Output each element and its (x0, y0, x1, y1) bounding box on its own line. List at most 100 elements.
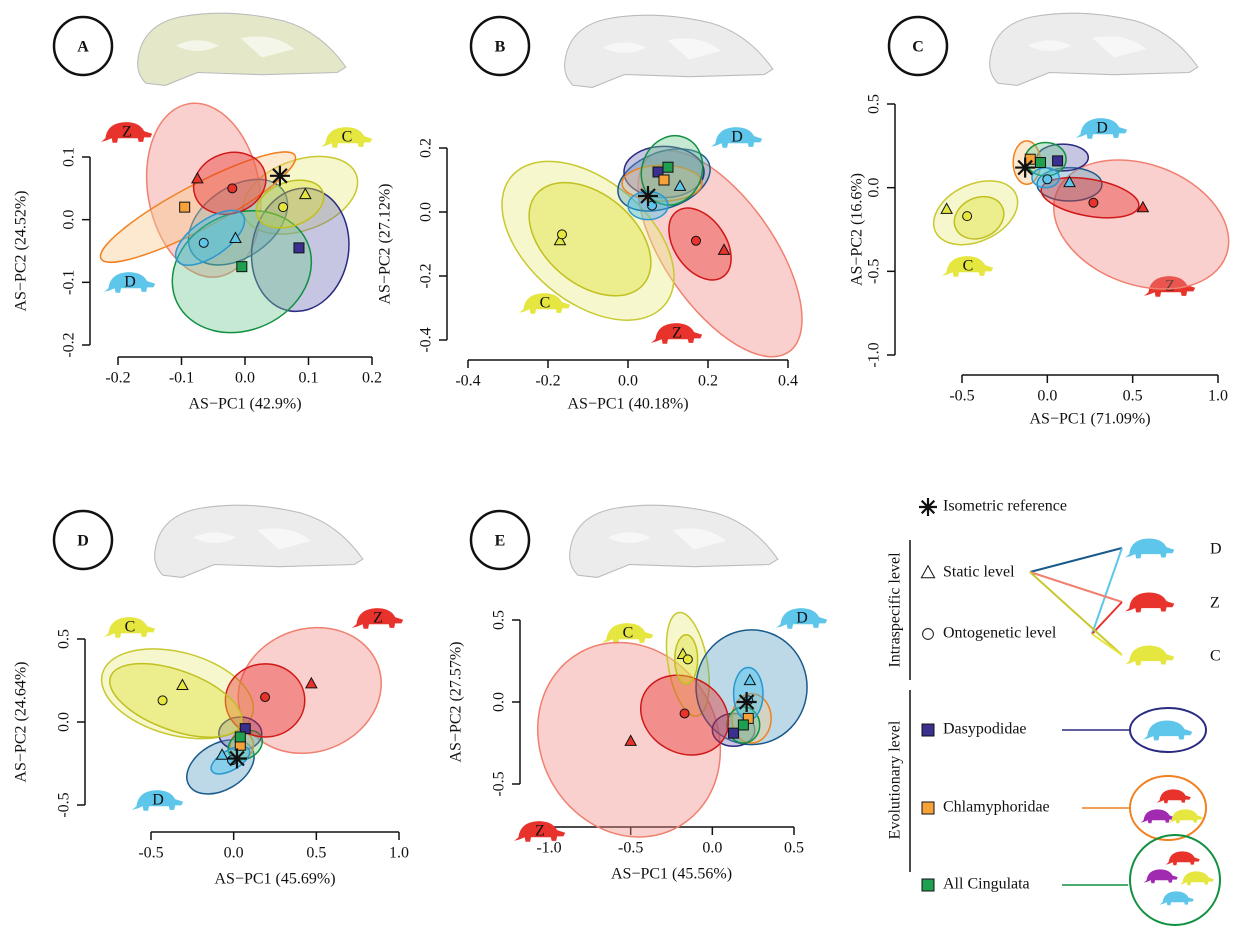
square-point (922, 802, 934, 814)
skull-image (565, 15, 773, 87)
y-axis-label: AS−PC2 (27.12%) (377, 183, 394, 304)
panel-letter: B (495, 39, 506, 56)
x-tick-label: 0.5 (1123, 388, 1143, 405)
x-tick-label: 0.5 (784, 840, 804, 857)
square-point (294, 243, 304, 253)
legend-family: Chlamyphoridae (943, 799, 1050, 816)
animal-silhouette (1125, 645, 1174, 665)
square-point (663, 162, 673, 172)
y-tick-label: 0.5 (56, 629, 73, 649)
isometric-star (919, 498, 937, 516)
circle-point (228, 184, 237, 193)
circle-point (923, 629, 934, 640)
animal-silhouette (1169, 809, 1203, 823)
y-tick-label: -0.5 (56, 792, 73, 817)
x-tick-label: 0.0 (1037, 388, 1057, 405)
animal-silhouette (1157, 789, 1191, 803)
x-tick-label: -0.2 (105, 370, 130, 387)
group-label: C (342, 129, 353, 146)
isometric-star (270, 166, 290, 186)
x-axis-label: AS−PC1 (71.09%) (1029, 411, 1150, 428)
group-label: D (796, 610, 808, 627)
animal-silhouette (1125, 538, 1174, 558)
x-tick-label: 0.0 (235, 370, 255, 387)
y-tick-label: 0.2 (418, 138, 435, 158)
isometric-star (737, 692, 757, 712)
group-label: Z (122, 124, 132, 141)
animal-silhouette (1143, 720, 1192, 740)
group-label: C (963, 258, 974, 275)
triangle-point (921, 566, 934, 578)
group-label: C (540, 295, 551, 312)
y-tick-label: -0.1 (61, 270, 78, 295)
group-label: D (731, 129, 743, 146)
animal-silhouette (1144, 869, 1178, 883)
isometric-star (227, 749, 247, 769)
confidence-ellipse (734, 668, 763, 720)
x-tick-label: -0.5 (949, 388, 974, 405)
y-tick-label: 0.0 (491, 692, 508, 712)
legend-family: Dasypodidae (943, 721, 1027, 738)
panel-letter: A (77, 39, 89, 56)
x-tick-label: -0.2 (535, 373, 560, 390)
legend-ontogenetic: Ontogenetic level (943, 625, 1057, 642)
legend-group: C (1210, 648, 1221, 665)
y-tick-label: 0.1 (61, 147, 78, 167)
isometric-star (1015, 158, 1035, 178)
legend-static: Static level (943, 564, 1015, 581)
square-point (235, 732, 245, 742)
skull-image (570, 505, 778, 577)
y-tick-label: -0.2 (61, 332, 78, 357)
legend-intraspecific: Intraspecific level (887, 552, 904, 668)
circle-point (199, 238, 208, 247)
link-ontogenetic (1092, 548, 1122, 634)
x-tick-label: 0.5 (306, 845, 326, 862)
x-tick-label: 0.4 (778, 373, 798, 390)
x-tick-label: 0.2 (362, 370, 382, 387)
x-tick-label: 0.0 (618, 373, 638, 390)
x-tick-label: 0.0 (702, 840, 722, 857)
circle-point (692, 236, 701, 245)
x-tick-label: -0.4 (455, 373, 480, 390)
group-label: C (623, 625, 634, 642)
y-tick-label: 0.0 (61, 210, 78, 230)
group-label: Z (373, 610, 383, 627)
x-tick-label: 1.0 (1208, 388, 1228, 405)
square-point (922, 879, 934, 891)
panel-letter: D (77, 533, 89, 550)
family-ring (1130, 776, 1206, 840)
group-label: C (125, 619, 136, 636)
square-point (180, 202, 190, 212)
y-axis-label: AS−PC2 (16.6%) (849, 173, 866, 286)
x-tick-label: 0.2 (698, 373, 718, 390)
square-point (1053, 156, 1063, 166)
x-axis-label: AS−PC1 (45.56%) (611, 866, 732, 883)
group-label: D (152, 792, 164, 809)
isometric-star (638, 186, 658, 206)
link-ontogenetic (1092, 634, 1122, 655)
square-point (729, 728, 739, 738)
animal-silhouette (1180, 871, 1214, 885)
legend-evolutionary: Evolutionary level (887, 720, 904, 839)
x-tick-label: -1.0 (536, 840, 561, 857)
circle-point (683, 655, 692, 664)
circle-point (279, 203, 288, 212)
circle-point (1089, 198, 1098, 207)
group-label: Z (535, 823, 545, 840)
y-tick-label: -0.4 (418, 327, 435, 352)
square-point (237, 262, 247, 272)
animal-silhouette (1166, 851, 1200, 865)
y-tick-label: -0.5 (491, 771, 508, 796)
x-tick-label: -0.1 (169, 370, 194, 387)
x-tick-label: -0.5 (618, 840, 643, 857)
figure: Isometric reference Intraspecific level … (0, 0, 1235, 934)
square-point (922, 724, 934, 736)
animal-silhouette (1125, 592, 1174, 612)
x-tick-label: -0.5 (138, 845, 163, 862)
legend-group: D (1210, 541, 1222, 558)
y-tick-label: 0.0 (866, 178, 883, 198)
circle-point (158, 696, 167, 705)
skull-image (138, 13, 346, 85)
panel-letter: C (912, 39, 924, 56)
circle-point (680, 709, 689, 718)
